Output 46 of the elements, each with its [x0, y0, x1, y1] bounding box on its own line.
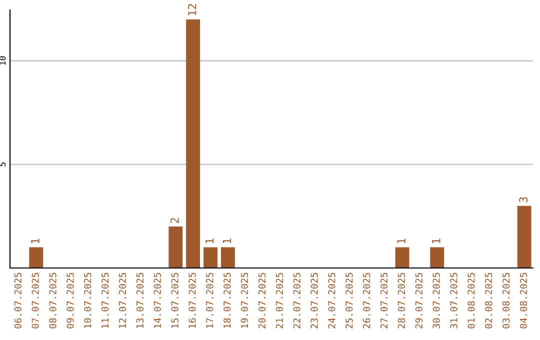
- x-tick-label: 18.07.2025: [224, 272, 231, 328]
- bar: [168, 226, 183, 268]
- x-tick-label: 08.07.2025: [49, 272, 56, 328]
- bar: [517, 206, 532, 268]
- bar: [220, 247, 235, 268]
- x-tick-label: 31.07.2025: [450, 272, 458, 328]
- x-tick-label: 23.07.2025: [310, 272, 318, 328]
- x-tick-label: 07.07.2025: [32, 272, 39, 328]
- x-tick-label: 19.07.2025: [240, 272, 248, 328]
- x-tick-label: 29.07.2025: [415, 272, 422, 328]
- x-tick-label: 01.08.2025: [468, 272, 475, 328]
- data-label: 12: [188, 4, 196, 16]
- bar: [430, 247, 444, 268]
- x-tick-label: 17.07.2025: [206, 272, 214, 328]
- x-tick-label: 04.08.2025: [520, 272, 528, 328]
- x-tick-label: 13.07.2025: [136, 272, 144, 328]
- data-label: 1: [205, 238, 214, 244]
- x-tick-label: 11.07.2025: [102, 272, 109, 328]
- data-label: 1: [397, 238, 406, 244]
- x-tick-label: 26.07.2025: [363, 272, 370, 328]
- bar: [395, 247, 410, 268]
- x-tick-label: 21.07.2025: [276, 272, 283, 328]
- x-tick-label: 14.07.2025: [154, 272, 161, 328]
- bar: [204, 247, 218, 268]
- bar: [186, 19, 200, 268]
- data-label: 3: [519, 197, 528, 202]
- data-label: 1: [222, 238, 232, 244]
- x-tick-label: 25.07.2025: [346, 272, 353, 328]
- x-tick-label: 02.08.2025: [485, 272, 492, 328]
- x-tick-label: 15.07.2025: [171, 272, 178, 328]
- x-tick-label: 30.07.2025: [432, 272, 440, 328]
- x-tick-label: 27.07.2025: [380, 272, 388, 328]
- x-tick-label: 16.07.2025: [188, 272, 196, 328]
- x-tick-label: 22.07.2025: [293, 272, 300, 328]
- x-tick-label: 24.07.2025: [328, 272, 336, 328]
- data-label: 1: [432, 238, 440, 244]
- x-tick-label: 12.07.2025: [118, 272, 126, 328]
- data-label: 1: [31, 238, 40, 244]
- x-tick-label: 10.07.2025: [84, 272, 92, 328]
- x-tick-label: 06.07.2025: [14, 272, 22, 328]
- x-tick-label: 09.07.2025: [66, 272, 74, 328]
- bar: [29, 247, 44, 268]
- x-tick-label: 28.07.2025: [398, 272, 406, 328]
- x-tick-label: 03.08.2025: [502, 272, 510, 328]
- data-label: 2: [170, 218, 179, 223]
- x-tick-label: 20.07.2025: [258, 272, 266, 328]
